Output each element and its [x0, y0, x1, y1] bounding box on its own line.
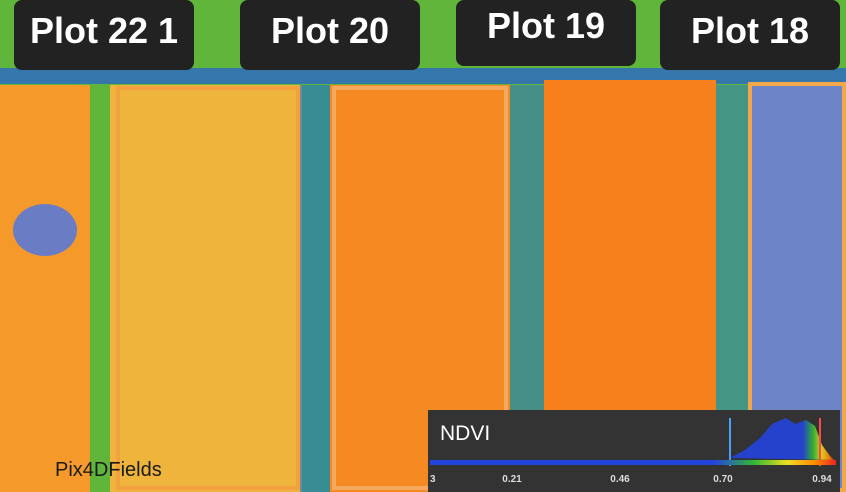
screenshot: Plot 22 1 Plot 20 Plot 19 Plot 18 Pix4DF… — [0, 0, 846, 492]
plot-label: Plot 18 — [691, 10, 809, 51]
plot-label: Plot 20 — [271, 10, 389, 51]
tick-label: 0.94 — [812, 474, 832, 485]
page: Plot 22 1 Plot 20 Plot 19 Plot 18 Pix4DF… — [0, 0, 846, 492]
color-bar — [430, 460, 836, 465]
plot-label: Plot 19 — [487, 5, 605, 46]
legend-title: NDVI — [440, 422, 490, 445]
watermark: Pix4DFields — [55, 459, 162, 481]
tick-label: 0.46 — [610, 474, 630, 485]
tick-label: 0.70 — [713, 474, 733, 485]
tick-label: 0.21 — [502, 474, 522, 485]
ndvi-legend: NDVI 3 0.21 0.46 0.70 0.94 — [428, 410, 840, 492]
tick-label: 3 — [430, 474, 436, 485]
plot-label: Plot 22 1 — [30, 10, 178, 51]
